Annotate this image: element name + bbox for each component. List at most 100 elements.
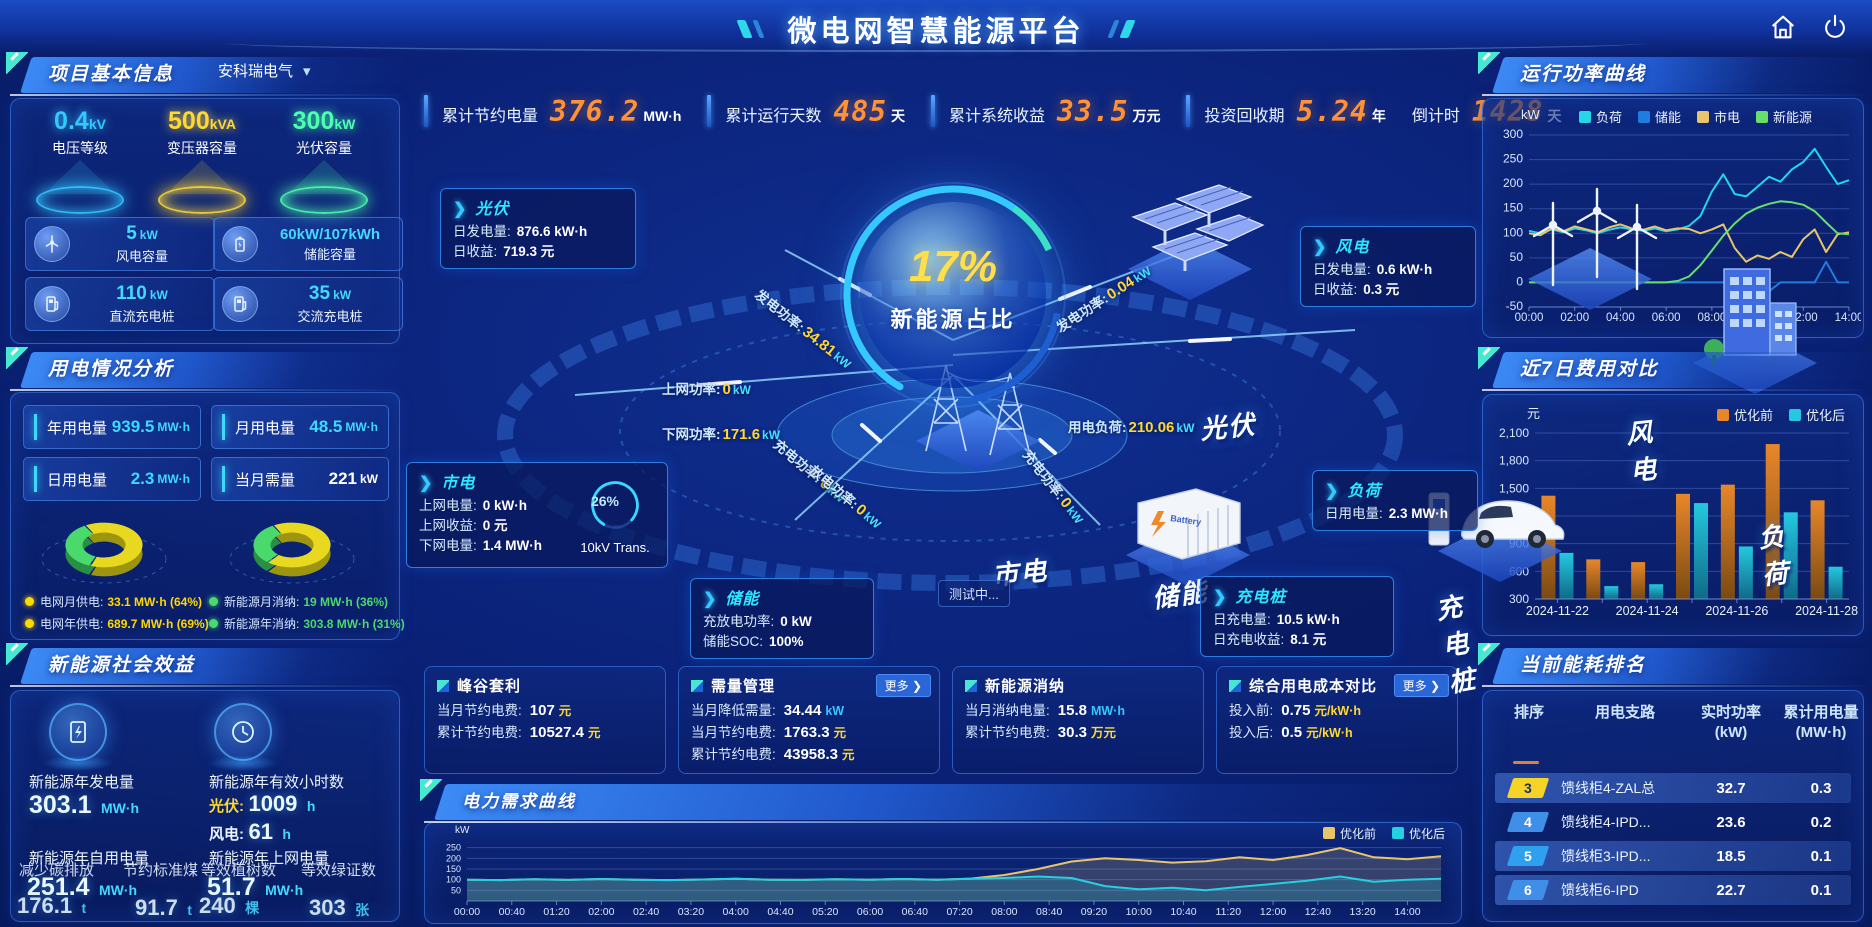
power-icon[interactable] — [1820, 12, 1850, 42]
summary-unit: 元 — [558, 704, 572, 718]
ac-charger-icon — [222, 286, 258, 322]
pv-node[interactable] — [1115, 175, 1265, 290]
ranking-column-header: 排序 — [1497, 703, 1561, 743]
co2-unit: t — [81, 900, 87, 916]
info-row: 日收益: 719.3 元 — [453, 242, 623, 262]
usage-stat-card: 年用电量 939.5 MW·h — [23, 405, 201, 449]
summary-label: 当月节约电费: — [437, 703, 522, 718]
summary-label: 累计节约电费: — [437, 725, 522, 740]
info-title: 风电 — [1335, 239, 1370, 256]
realtime-power: 22.7 — [1716, 881, 1746, 899]
svg-text:300: 300 — [1503, 127, 1523, 141]
header-line1: 用电支路 — [1594, 704, 1655, 721]
wind-hours-value: 61 — [248, 819, 273, 844]
pv-hours-value: 1009 — [248, 791, 298, 816]
panel-title: 电力需求曲线 — [462, 792, 576, 811]
total-energy: 0.2 — [1810, 813, 1832, 831]
company-dropdown[interactable]: 安科瑞电气 — [218, 60, 368, 81]
spotlight-unit: kV — [88, 116, 106, 132]
summary-value: 107 — [529, 702, 555, 719]
usage-stat-card: 当月需量 221 kW — [211, 457, 389, 501]
testing-badge: 测试中... — [938, 580, 1010, 607]
storage-node[interactable]: Battery — [1118, 477, 1258, 576]
load-info-panel: ❯ 负荷 日用电量: 2.3 MW·h — [1312, 470, 1478, 531]
table-row[interactable]: 4 馈线柜4-IPD... 23.6 0.2 — [1495, 807, 1851, 837]
center-sphere: 17% 新能源占比 — [838, 180, 1068, 410]
capacity-unit: kW — [149, 288, 168, 302]
scroll-indicator[interactable] — [1513, 761, 1539, 764]
legend-swatch — [1788, 409, 1801, 421]
summary-label: 累计节约电费: — [691, 747, 776, 762]
more-button[interactable]: 更多 ❯ — [875, 674, 931, 697]
ranking-header: 当前能耗排名 — [1478, 643, 1872, 687]
ranking-column-header: 实时功率 (kW) — [1689, 703, 1773, 743]
rank-number: 5 — [1524, 848, 1532, 864]
info-value: 0.6 kW·h — [1376, 262, 1433, 277]
svg-text:-50: -50 — [1506, 299, 1524, 313]
summary-row: 累计节约电费: 30.3 万元 — [965, 722, 1191, 744]
coal-number: 91.7 — [135, 895, 178, 920]
info-value: 1.4 MW·h — [482, 538, 543, 553]
capacity-text: 110 kW 直流充电桩 — [78, 283, 206, 325]
self-use-number: 251.4 — [27, 873, 90, 901]
spotlight-value: 0.4kV — [54, 107, 106, 135]
capacity-label: 风电容量 — [115, 249, 168, 264]
legend-item: 优化后 — [1788, 405, 1845, 424]
legend-value: 33.1 MW·h (64%) — [107, 594, 203, 609]
usage-analysis-header: 用电情况分析 — [6, 347, 410, 391]
svg-text:250: 250 — [1503, 152, 1523, 166]
svg-text:2024-11-28: 2024-11-28 — [1795, 604, 1858, 618]
summary-value: 30.3 — [1057, 724, 1087, 741]
wind-node[interactable] — [1515, 177, 1665, 300]
chevron-icon: ❯ — [419, 475, 434, 492]
capacity-label: 交流充电桩 — [297, 309, 363, 324]
to-grid-value: 51.7 MW·h — [207, 873, 303, 902]
table-row[interactable]: 5 馈线柜3-IPD... 18.5 0.1 — [1495, 841, 1851, 871]
legend-swatch — [1638, 111, 1651, 123]
kpi-stat: 累计运行天数 485 天 — [707, 95, 905, 128]
battery-icon — [222, 226, 258, 262]
info-row: 日充电收益: 8.1 元 — [1213, 630, 1381, 650]
summary-unit: 元 — [833, 726, 847, 740]
info-value: 876.6 kW·h — [516, 224, 588, 239]
summary-value: 34.44 — [783, 702, 822, 719]
svg-text:04:00: 04:00 — [723, 906, 749, 918]
chart-legend: 优化前 优化后 — [1716, 405, 1845, 424]
kpi-bar: 累计节约电量 376.2 MW·h 累计运行天数 485 天 累计系统收益 33.5 万元 投资回… — [424, 86, 1561, 136]
legend-dot — [209, 597, 218, 606]
to-grid-number: 51.7 — [207, 873, 256, 901]
info-row: 上网收益: 0 元 — [419, 516, 655, 536]
more-button[interactable]: 更多 ❯ — [1393, 674, 1449, 697]
flow-name: 用电负荷: — [1068, 420, 1127, 435]
table-row[interactable]: 6 馈线柜6-IPD 22.7 0.1 — [1495, 875, 1851, 905]
coal-value: 91.7 t — [135, 895, 192, 921]
svg-text:07:20: 07:20 — [946, 906, 972, 918]
ranking-column-header: 用电支路 — [1561, 703, 1689, 743]
panel-corner-icon — [1229, 679, 1241, 692]
flow-name: 上网功率: — [662, 382, 721, 397]
cost-compare-header: 近7日费用对比 — [1478, 347, 1872, 391]
gauge-label: 10kV Trans. — [580, 540, 650, 555]
flow-label: 下网功率: 171.6 kW — [662, 423, 780, 443]
self-use-unit: MW·h — [99, 882, 138, 898]
home-icon[interactable] — [1768, 12, 1798, 42]
svg-text:Battery: Battery — [1170, 513, 1202, 527]
hours-clock-icon — [208, 703, 278, 771]
rank-number: 6 — [1524, 882, 1532, 898]
gen-label: 新能源年发电量 — [29, 774, 135, 791]
info-label: 日发电量: — [1313, 262, 1371, 277]
table-row[interactable]: 3 馈线柜4-ZAL总 32.7 0.3 — [1495, 773, 1851, 803]
cost-bar-chart: 3006009001,2001,5001,8002,1002024-11-222… — [1499, 426, 1858, 618]
sphere-rings — [840, 182, 1066, 408]
y-axis-unit: 元 — [1527, 406, 1541, 421]
svg-text:50: 50 — [451, 885, 461, 895]
certs-number: 303 — [309, 895, 346, 920]
usage-unit: MW·h — [157, 472, 190, 486]
svg-text:04:40: 04:40 — [767, 906, 793, 918]
svg-text:10:00: 10:00 — [1126, 906, 1152, 918]
svg-text:2,100: 2,100 — [1499, 426, 1529, 440]
panel-title: 近7日费用对比 — [1520, 359, 1659, 380]
summary-panel: 需量管理 更多 ❯ 当月降低需量: 34.44 kW 当月节约电费: 1763.3 元累计节约… — [678, 666, 940, 774]
